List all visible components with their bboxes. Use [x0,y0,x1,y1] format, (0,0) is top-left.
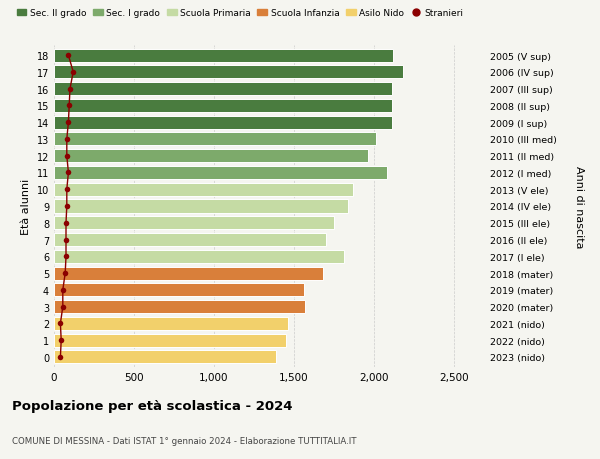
Point [64,52,73,60]
Bar [54,334,286,347]
Point [56,353,65,361]
Point [65,86,75,93]
Point [61,219,71,227]
Bar [54,351,277,364]
Bar [54,167,387,179]
Bar [54,317,287,330]
Y-axis label: Età alunni: Età alunni [21,179,31,235]
Bar [54,133,376,146]
Text: Popolazione per età scolastica - 2024: Popolazione per età scolastica - 2024 [12,399,293,412]
Point [62,186,71,194]
Bar [54,267,323,280]
Bar [54,234,326,246]
Point [61,253,71,260]
Bar [54,50,393,62]
Point [61,236,71,244]
Bar [54,100,392,112]
Point [58,303,68,311]
Bar [54,116,392,129]
Point [64,102,74,110]
Bar [54,284,304,297]
Bar [54,150,368,163]
Point [64,119,73,127]
Bar [54,301,305,313]
Point [58,286,68,294]
Bar [54,217,334,230]
Bar [54,83,392,96]
Point [64,169,73,177]
Point [68,69,78,76]
Legend: Sec. II grado, Sec. I grado, Scuola Primaria, Scuola Infanzia, Asilo Nido, Stran: Sec. II grado, Sec. I grado, Scuola Prim… [17,9,463,18]
Point [61,270,70,277]
Bar [54,66,403,79]
Y-axis label: Anni di nascita: Anni di nascita [574,165,584,248]
Point [62,153,71,160]
Point [62,203,71,210]
Point [62,136,71,143]
Point [56,320,65,327]
Bar [54,183,353,196]
Bar [54,200,349,213]
Point [56,337,66,344]
Text: COMUNE DI MESSINA - Dati ISTAT 1° gennaio 2024 - Elaborazione TUTTITALIA.IT: COMUNE DI MESSINA - Dati ISTAT 1° gennai… [12,436,356,445]
Bar [54,250,344,263]
